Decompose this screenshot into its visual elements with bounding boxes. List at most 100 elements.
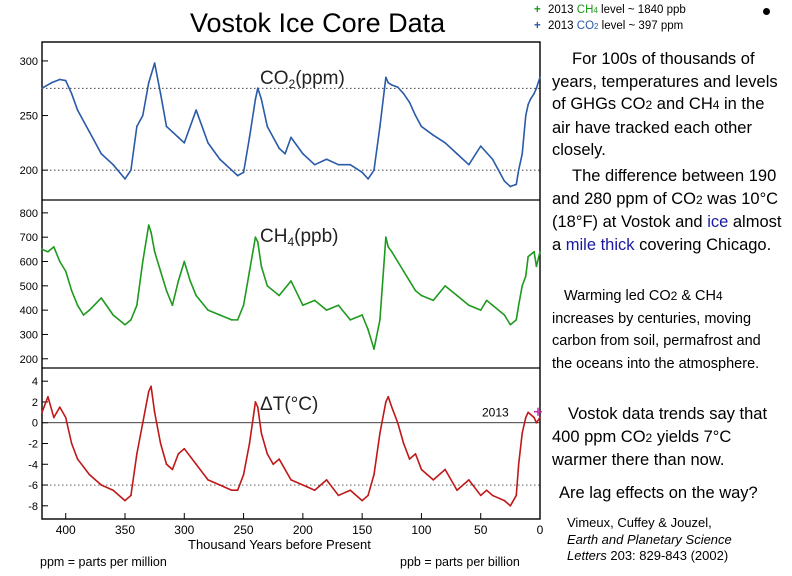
- series-segment-ch4: [517, 285, 524, 307]
- series-segment-dt: [207, 479, 221, 486]
- x-tick-label: 100: [411, 523, 431, 537]
- series-segment-dt: [396, 421, 405, 445]
- series-segment-ch4: [387, 246, 393, 253]
- series-segment-ch4: [159, 270, 168, 292]
- series-segment-dt: [373, 432, 381, 476]
- series-segment-dt: [420, 468, 435, 481]
- series-segment-ch4: [150, 231, 156, 253]
- series-segment-ch4: [456, 294, 470, 307]
- y-tick-label-dt: -4: [28, 459, 38, 471]
- series-segment-ch4: [367, 328, 375, 350]
- page-title: Vostok Ice Core Data: [190, 8, 446, 38]
- series-segment-co2: [171, 131, 180, 139]
- y-tick-label-ch4: 800: [20, 208, 38, 220]
- series-segment-ch4: [130, 304, 138, 321]
- series-segment-co2: [272, 136, 280, 150]
- series-segment-co2: [147, 62, 156, 84]
- series-segment-co2: [509, 183, 518, 188]
- series-segment-dt: [76, 458, 91, 476]
- series-segment-dt: [70, 442, 79, 460]
- series-segment-ch4: [385, 236, 390, 248]
- x-tick-label: 0: [537, 523, 544, 537]
- series-segment-dt: [521, 416, 527, 434]
- series-segment-dt: [58, 406, 67, 419]
- series-segment-ch4: [41, 248, 49, 253]
- series-segment-dt: [159, 442, 168, 466]
- series-segment-dt: [367, 473, 375, 497]
- series-segment-co2: [248, 98, 257, 139]
- series-segment-co2: [159, 92, 168, 128]
- series-segment-dt: [278, 458, 292, 481]
- series-segment-co2: [88, 131, 103, 155]
- series-segment-dt: [256, 406, 263, 434]
- series-segment-ch4: [207, 309, 221, 316]
- series-segment-ch4: [183, 260, 192, 282]
- y-tick-label-ch4: 600: [20, 257, 38, 269]
- y-tick-label-ch4: 300: [20, 329, 38, 341]
- series-segment-co2: [195, 109, 209, 144]
- series-segment-ch4: [76, 304, 85, 316]
- series-segment-co2: [408, 101, 417, 117]
- series-segment-ch4: [379, 236, 387, 321]
- series-segment-ch4: [524, 255, 529, 277]
- series-segment-ch4: [444, 285, 458, 297]
- series-segment-co2: [367, 169, 375, 180]
- series-segment-ch4: [533, 250, 538, 268]
- series-segment-ch4: [432, 285, 446, 302]
- x-tick-label: 250: [234, 523, 254, 537]
- series-segment-ch4: [535, 250, 541, 268]
- series-segment-co2: [373, 125, 381, 171]
- y-tick-label-dt: -8: [28, 501, 38, 513]
- series-segment-co2: [141, 81, 150, 117]
- series-segment-co2: [533, 87, 538, 95]
- series-segment-ch4: [254, 236, 259, 243]
- x-tick-label: 150: [352, 523, 372, 537]
- series-segment-co2: [420, 125, 435, 136]
- series-segment-co2: [242, 136, 251, 174]
- series-segment-dt: [260, 432, 269, 455]
- series-segment-dt: [515, 463, 520, 497]
- series-segment-dt: [337, 489, 352, 497]
- series-segment-ch4: [141, 224, 150, 263]
- series-segment-co2: [503, 180, 512, 188]
- series-segment-co2: [349, 163, 363, 174]
- series-segment-ch4: [390, 250, 399, 263]
- series-segment-co2: [100, 152, 114, 166]
- y-tick-label-ch4: 500: [20, 281, 38, 293]
- series-segment-ch4: [485, 299, 494, 307]
- y-tick-label-dt: 2: [32, 397, 38, 409]
- series-segment-co2: [136, 114, 144, 128]
- y-tick-label-co2: 250: [20, 111, 38, 123]
- x-tick-label: 400: [56, 523, 76, 537]
- series-segment-ch4: [349, 314, 363, 321]
- series-segment-co2: [313, 158, 328, 166]
- citation: Vimeux, Cuffey & Jouzel, Earth and Plane…: [567, 515, 732, 563]
- series-segment-co2: [58, 78, 67, 82]
- series-segment-dt: [527, 411, 535, 419]
- paragraph-temperature-difference: The difference between 190 and 280 ppm o…: [552, 167, 782, 254]
- series-segment-co2: [183, 109, 197, 144]
- series-segment-co2: [177, 136, 186, 144]
- series-segment-co2: [290, 136, 304, 155]
- series-segment-ch4: [112, 314, 126, 326]
- series-segment-co2: [456, 152, 470, 166]
- series-segment-dt: [64, 416, 73, 445]
- series-segment-ch4: [325, 304, 340, 311]
- series-segment-ch4: [503, 314, 512, 326]
- series-segment-dt: [171, 453, 180, 471]
- series-segment-ch4: [479, 299, 488, 311]
- series-segment-co2: [535, 76, 541, 90]
- series-segment-co2: [230, 169, 239, 177]
- series-segment-dt: [150, 385, 156, 414]
- y-tick-label-ch4: 700: [20, 232, 38, 244]
- series-segment-ch4: [165, 289, 174, 307]
- series-segment-ch4: [491, 304, 506, 316]
- series-segment-co2: [165, 125, 174, 133]
- series-segment-co2: [529, 92, 535, 100]
- series-segment-ch4: [219, 314, 233, 321]
- series-segment-ch4: [260, 265, 269, 287]
- series-segment-ch4: [248, 236, 257, 273]
- series-segment-co2: [112, 163, 126, 180]
- series-segment-dt: [136, 421, 144, 455]
- series-segment-dt: [290, 479, 304, 486]
